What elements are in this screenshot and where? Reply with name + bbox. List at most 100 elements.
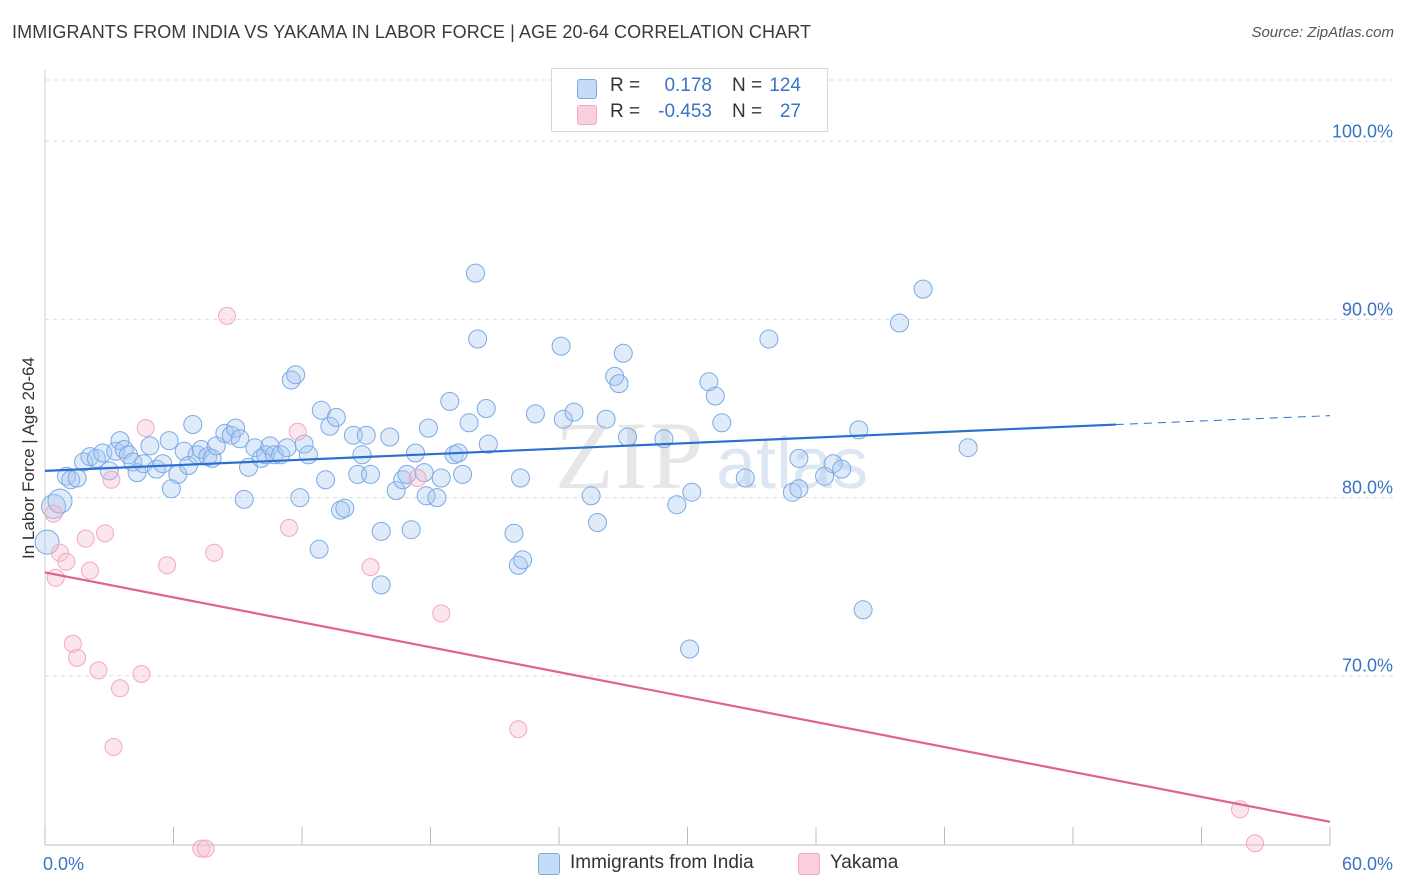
- data-point-yakama: [76, 529, 95, 548]
- data-point-india: [356, 425, 376, 445]
- data-point-yakama: [102, 470, 121, 489]
- data-point-india: [159, 431, 179, 451]
- data-point-india: [371, 575, 391, 595]
- legend-swatch-yakama: [577, 105, 597, 125]
- data-point-india: [504, 523, 524, 543]
- series-yakama: [44, 306, 1264, 858]
- data-point-india: [397, 464, 417, 484]
- data-point-india: [380, 427, 400, 447]
- data-point-yakama: [408, 469, 427, 487]
- data-point-india: [47, 488, 73, 514]
- data-point-india: [699, 372, 719, 392]
- data-point-yakama: [361, 558, 380, 577]
- chart-title: IMMIGRANTS FROM INDIA VS YAKAMA IN LABOR…: [12, 22, 812, 42]
- series-immigrants-from-india: [34, 263, 978, 659]
- legend-n-value: 124: [769, 75, 801, 96]
- data-point-india: [86, 448, 106, 468]
- data-point-india: [99, 461, 119, 481]
- data-point-yakama: [218, 306, 236, 325]
- trend-line-india-extension: [1115, 415, 1331, 426]
- data-point-india: [361, 464, 380, 484]
- data-point-yakama: [51, 543, 69, 562]
- y-tick-labels: 70.0% 80.0% 90.0% 100.0%: [1332, 121, 1393, 675]
- data-point-yakama: [46, 568, 65, 587]
- data-point-india: [832, 459, 852, 479]
- data-point-india: [478, 434, 498, 454]
- data-point-yakama: [432, 604, 451, 623]
- data-point-india: [386, 481, 406, 500]
- data-point-yakama: [288, 422, 307, 441]
- data-point-yakama: [96, 524, 114, 543]
- legend-n-value: 27: [779, 101, 801, 122]
- data-point-india: [453, 464, 473, 484]
- data-point-india: [440, 391, 460, 411]
- legend-r-label: R =: [610, 101, 641, 122]
- data-point-india: [230, 429, 250, 449]
- data-point-india: [682, 482, 702, 502]
- data-point-india: [890, 313, 909, 333]
- data-point-india: [468, 329, 488, 349]
- y-tick-label: 90.0%: [1342, 299, 1393, 319]
- data-point-india: [596, 409, 616, 429]
- data-point-india: [406, 443, 425, 463]
- legend-r-value: 0.178: [664, 75, 712, 96]
- data-point-india: [174, 441, 194, 461]
- data-point-india: [735, 468, 755, 488]
- legend-row-yakama: R = -0.453 N = 27: [552, 101, 827, 127]
- y-axis-title: In Labor Force | Age 20-64: [19, 357, 38, 559]
- data-point-india: [705, 386, 725, 406]
- bottom-legend-label-yakama: Yakama: [830, 852, 899, 873]
- legend-row-india: R = 0.178 N = 124: [552, 75, 827, 101]
- y-tick-label: 80.0%: [1342, 478, 1393, 498]
- y-tick-label: 100.0%: [1332, 121, 1393, 141]
- x-tick-label: 0.0%: [43, 854, 84, 874]
- data-point-india: [153, 454, 173, 474]
- bottom-legend-label-india: Immigrants from India: [570, 852, 754, 873]
- data-point-india: [427, 488, 447, 508]
- data-point-india: [371, 521, 391, 541]
- data-point-india: [309, 539, 329, 559]
- data-point-india: [618, 427, 637, 447]
- data-point-india: [759, 329, 779, 349]
- data-point-yakama: [196, 839, 215, 858]
- legend-n-label: N =: [732, 101, 763, 122]
- data-point-yakama: [158, 556, 177, 575]
- data-point-india: [140, 436, 160, 456]
- data-point-india: [667, 495, 687, 515]
- data-point-india: [551, 336, 571, 356]
- data-point-india: [298, 445, 318, 465]
- data-point-india: [226, 418, 246, 438]
- data-point-yakama: [509, 720, 528, 739]
- data-point-india: [343, 425, 363, 445]
- data-point-india: [712, 413, 732, 433]
- data-point-yakama: [68, 648, 87, 667]
- data-point-yakama: [89, 661, 108, 680]
- data-point-india: [680, 639, 700, 659]
- data-point-india: [146, 459, 166, 479]
- data-point-india: [511, 468, 530, 488]
- data-point-yakama: [1246, 834, 1264, 853]
- data-point-yakama: [192, 839, 211, 858]
- bottom-legend-swatch-india: [538, 853, 560, 875]
- data-point-india: [183, 415, 203, 434]
- legend-r-label: R =: [610, 75, 641, 96]
- data-point-yakama: [136, 419, 155, 438]
- data-point-yakama: [57, 552, 76, 571]
- legend-r-value: -0.453: [658, 101, 712, 122]
- data-point-india: [418, 418, 438, 438]
- x-tick-label: 60.0%: [1342, 854, 1393, 874]
- data-point-india: [234, 489, 254, 509]
- data-point-india: [352, 445, 372, 465]
- stats-legend: R = 0.178 N = 124 R = -0.453 N = 27: [551, 68, 828, 132]
- data-point-yakama: [44, 504, 63, 523]
- data-point-yakama: [63, 634, 82, 653]
- data-point-india: [513, 550, 533, 570]
- trend-line-india: [44, 423, 1116, 472]
- y-tick-label: 70.0%: [1342, 656, 1393, 676]
- data-point-india: [431, 468, 451, 488]
- data-point-yakama: [111, 679, 129, 698]
- data-point-india: [110, 431, 130, 451]
- watermark-zip: ZIP: [555, 402, 705, 509]
- data-point-india: [215, 423, 235, 443]
